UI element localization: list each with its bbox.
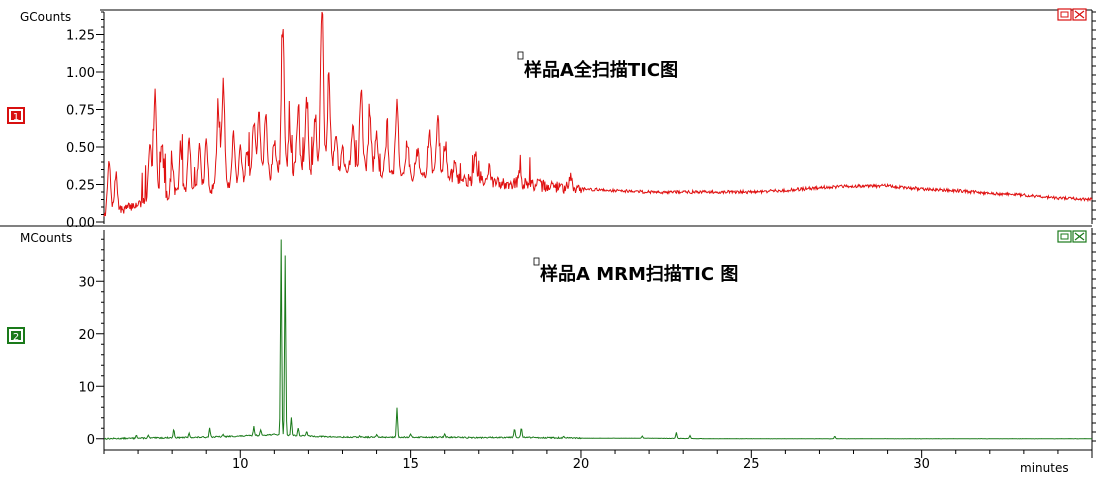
y-tick-label: 1.00	[66, 66, 95, 81]
panel1-window-controls[interactable]	[1057, 8, 1087, 21]
panel1-right-minor-ticks	[1092, 11, 1096, 220]
y-tick-label: 0.75	[66, 104, 95, 119]
panel2-y-unit: MCounts	[20, 231, 72, 245]
panel1-title: 样品A全扫描TIC图	[524, 59, 678, 81]
panel1-y-unit: GCounts	[20, 10, 71, 24]
y-tick-label: 0.25	[66, 179, 95, 194]
panel2-index-label: 2	[13, 332, 19, 343]
panel2-title: 样品A MRM扫描TIC 图	[540, 263, 738, 285]
panel-tic-mrm: MCounts 2 0 10 20 30 10 15 20 25 30 样品A MRM扫描TI…	[7, 228, 1096, 475]
panel2-right-minor-ticks	[1092, 233, 1096, 442]
panel1-index-badge: 1	[7, 107, 25, 124]
x-tick-label: 20	[573, 457, 590, 472]
y-tick-label: 30	[78, 275, 95, 290]
panel1-restore-icon[interactable]	[1057, 8, 1072, 21]
panel1-index-label: 1	[13, 112, 19, 123]
y-tick-label: 10	[78, 380, 95, 395]
x-axis-label: minutes	[1020, 461, 1069, 475]
x-tick-label: 15	[402, 457, 419, 472]
y-tick-label: 0	[87, 433, 95, 448]
y-tick-label: 0.00	[66, 216, 95, 231]
y-tick-label: 20	[78, 328, 95, 343]
y-tick-label: 1.25	[66, 29, 95, 44]
panel2-y-ticks: 0 10 20 30	[78, 238, 104, 448]
x-tick-label: 25	[743, 457, 760, 472]
panel1-title-group: 样品A全扫描TIC图	[517, 51, 678, 81]
y-tick-label: 0.50	[66, 141, 95, 156]
panel1-y-ticks: 0.00 0.25 0.50 0.75 1.00 1.25	[66, 11, 104, 231]
x-tick-label: 10	[232, 457, 249, 472]
x-tick-label: 30	[913, 457, 930, 472]
panel2-title-group: 样品A MRM扫描TIC 图	[533, 257, 738, 285]
panel-tic-full-scan: GCounts 1 0.00 0.25 0.50 0.75 1.00 1.25 样品A全扫…	[0, 8, 1096, 231]
panel2-window-controls[interactable]	[1057, 230, 1087, 243]
panel2-restore-icon[interactable]	[1057, 230, 1072, 243]
panel2-mrm-trace	[103, 239, 1093, 440]
x-ticks: 10 15 20 25 30	[103, 450, 1093, 472]
panel1-tic-trace	[103, 11, 1093, 217]
panel2-index-badge: 2	[7, 327, 25, 344]
